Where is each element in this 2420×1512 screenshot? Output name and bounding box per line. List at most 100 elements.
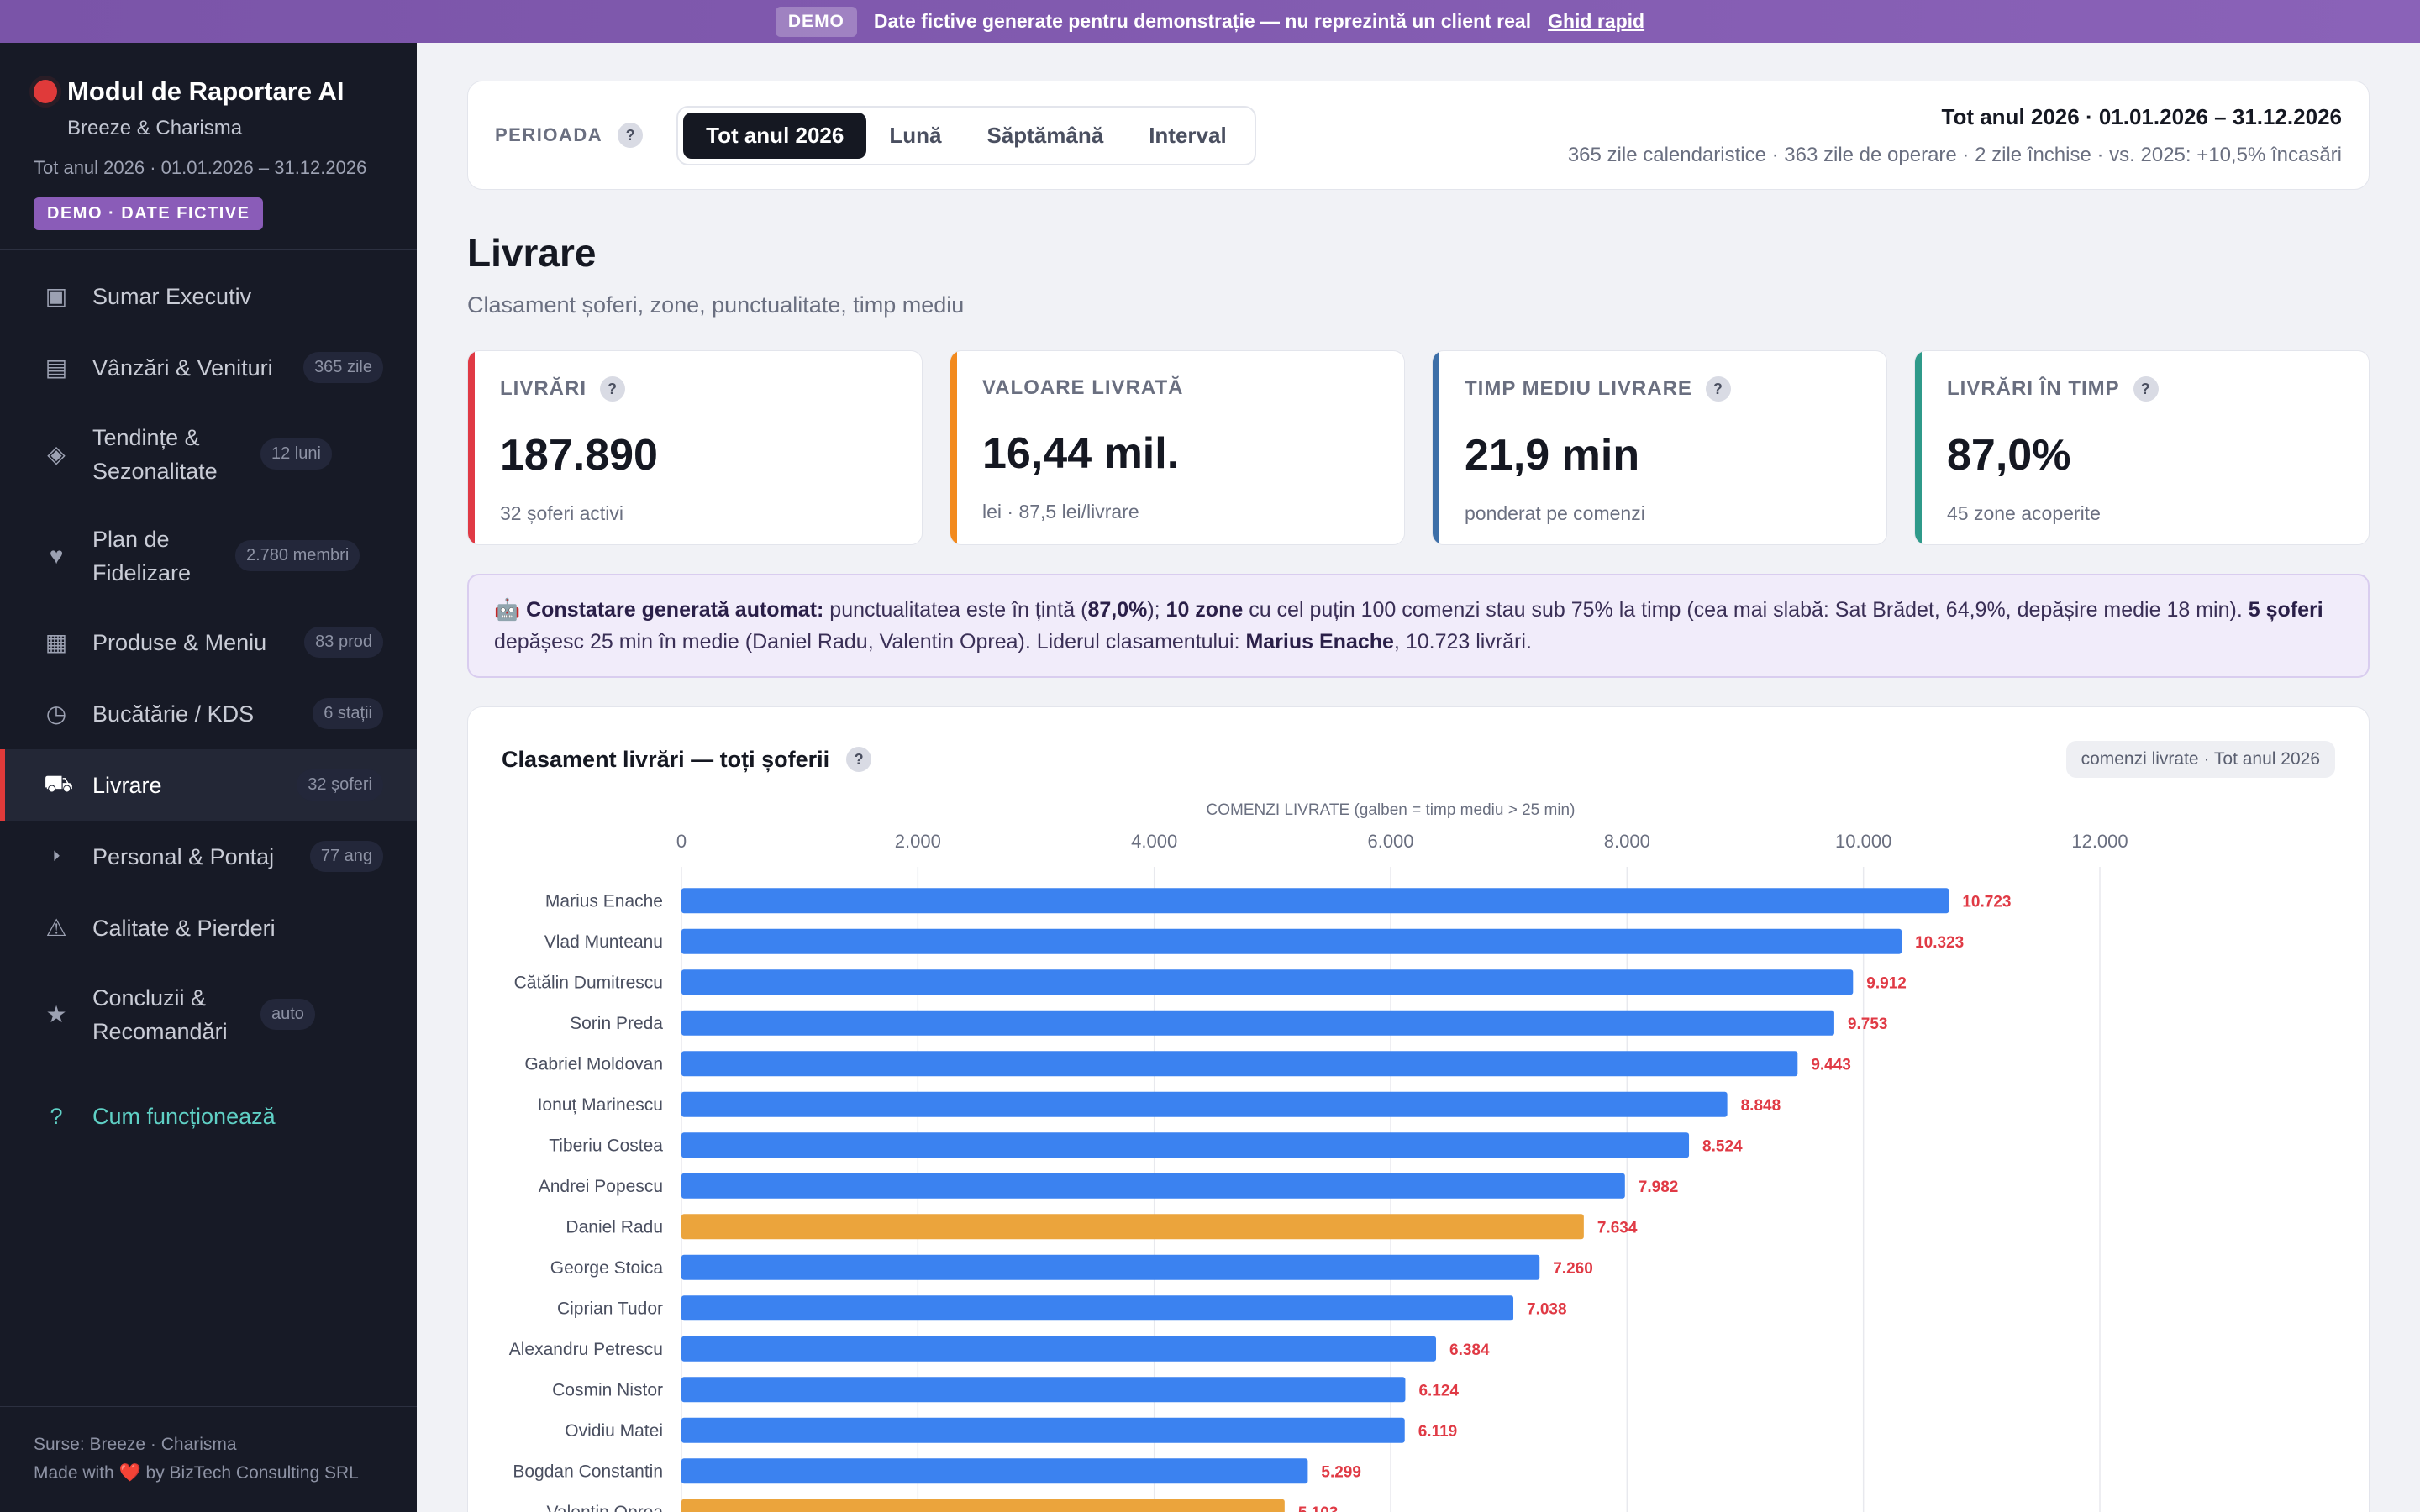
- bar: [681, 1499, 1285, 1512]
- bar-value-label: 6.119: [1418, 1423, 1458, 1441]
- sidebar-item-bucatarie[interactable]: ◷ Bucătărie / KDS 6 stații: [0, 678, 417, 749]
- demo-pill: DEMO: [775, 6, 857, 37]
- sidebar-footer: Surse: Breeze · Charisma Made with ❤️ by…: [0, 1406, 417, 1512]
- kpi-subtext: 32 șoferi activi: [500, 502, 624, 524]
- sidebar-nav: ▣ Sumar Executiv ▤ Vânzări & Venituri 36…: [0, 250, 417, 1150]
- insight-highlight: Marius Enache: [1245, 630, 1394, 654]
- kpi-label: LIVRĂRI ÎN TIMP: [1947, 377, 2120, 400]
- x-tick-label: 4.000: [1131, 831, 1177, 852]
- period-option-interval[interactable]: Interval: [1149, 122, 1227, 148]
- bar-category-label: Ionuț Marinescu: [538, 1095, 663, 1115]
- kpi-label: LIVRĂRI: [500, 377, 587, 400]
- sidebar-period: Tot anul 2026 · 01.01.2026 – 31.12.2026: [34, 157, 367, 178]
- receipt-icon: ▤: [45, 354, 68, 381]
- period-option-year[interactable]: Tot anul 2026: [683, 112, 867, 159]
- bar: [681, 1336, 1437, 1362]
- main-content: PERIOADA ? Tot anul 2026 Lună Săptămână …: [467, 81, 2370, 1512]
- kpi-label: VALOARE LIVRATĂ: [982, 376, 1184, 399]
- sidebar-item-badge: 365 zile: [303, 352, 383, 383]
- bar: [681, 1091, 1728, 1117]
- sidebar-item-label: Bucătărie / KDS: [92, 701, 255, 727]
- kpi-subtext: 45 zone acoperite: [1947, 502, 2101, 524]
- kpi-value: 187.890: [500, 431, 658, 480]
- bar: [681, 969, 1854, 995]
- insight-text: );: [1147, 598, 1166, 622]
- bar: [681, 928, 1902, 954]
- period-option-month[interactable]: Lună: [889, 122, 942, 148]
- sidebar-item-livrare[interactable]: ⛟ Livrare 32 șoferi: [0, 749, 417, 821]
- help-icon[interactable]: ?: [1705, 376, 1731, 402]
- bar-value-label: 5.299: [1321, 1463, 1361, 1481]
- bar-value-label: 9.912: [1866, 974, 1907, 992]
- sidebar-item-fidelizare[interactable]: ♥ Plan de Fidelizare 2.780 membri: [0, 505, 417, 606]
- sidebar-item-personal[interactable]: ⏵ Personal & Pontaj 77 ang: [0, 821, 417, 892]
- bar-category-label: Valentin Oprea: [546, 1503, 663, 1512]
- driver-ranking-bar-chart: COMENZI LIVRATE (galben = timp mediu > 2…: [509, 801, 2128, 1512]
- period-label: PERIOADA: [495, 124, 603, 145]
- bar: [681, 1173, 1625, 1199]
- help-icon[interactable]: ?: [2133, 376, 2159, 402]
- kpi-value: 87,0%: [1947, 431, 2071, 480]
- bar-category-label: Marius Enache: [545, 891, 663, 911]
- insight-highlight: 87,0%: [1087, 598, 1148, 622]
- bar-category-label: Vlad Munteanu: [544, 932, 663, 952]
- bar-value-label: 10.323: [1915, 934, 1964, 952]
- bar-category-label: George Stoica: [550, 1258, 664, 1278]
- period-meta: 365 zile calendaristice · 363 zile de op…: [1567, 143, 2342, 166]
- sidebar-item-label: Calitate & Pierderi: [92, 915, 276, 941]
- bar-category-label: Daniel Radu: [566, 1217, 663, 1236]
- insight-text: punctualitatea este în țintă (: [823, 598, 1088, 622]
- clock-icon: ◷: [45, 701, 67, 727]
- bar-category-label: Gabriel Moldovan: [524, 1054, 663, 1074]
- diamond-icon: ◈: [47, 441, 66, 467]
- app-subtitle: Breeze & Charisma: [67, 117, 243, 139]
- insight-text: , 10.723 livrări.: [1393, 630, 1532, 654]
- sidebar-help-label: Cum funcționează: [92, 1103, 276, 1129]
- bar: [681, 1132, 1690, 1158]
- sidebar-item-concluzii[interactable]: ★ Concluzii & Recomandări auto: [0, 963, 417, 1065]
- sidebar-item-tendinte[interactable]: ◈ Tendințe & Sezonalitate 12 luni: [0, 403, 417, 505]
- demo-banner: DEMO Date fictive generate pentru demons…: [0, 0, 2420, 43]
- x-tick-label: 8.000: [1604, 831, 1650, 852]
- guide-link[interactable]: Ghid rapid: [1548, 10, 1645, 32]
- sidebar-item-produse[interactable]: ▦ Produse & Meniu 83 prod: [0, 606, 417, 678]
- bar-category-label: Alexandru Petrescu: [509, 1340, 663, 1359]
- kpi-row: LIVRĂRI? 187.890 32 șoferi activi VALOAR…: [467, 350, 2370, 545]
- star-icon: ★: [45, 1001, 67, 1027]
- x-tick-label: 12.000: [2071, 831, 2128, 852]
- help-icon[interactable]: ?: [600, 376, 625, 402]
- ai-insight-box: 🤖 Constatare generată automat: punctuali…: [467, 574, 2370, 678]
- period-segmented-control: Tot anul 2026 Lună Săptămână Interval: [676, 105, 1256, 165]
- chart-title: Clasament livrări — toți șoferii: [502, 746, 830, 772]
- x-tick-label: 0: [676, 831, 687, 852]
- bar-value-label: 7.260: [1553, 1260, 1593, 1278]
- bar-value-label: 8.848: [1741, 1097, 1781, 1115]
- sidebar-item-help[interactable]: ? Cum funcționează: [0, 1083, 417, 1150]
- play-icon: ⏵: [52, 848, 60, 864]
- help-icon[interactable]: ?: [846, 747, 872, 772]
- bar: [681, 1254, 1540, 1280]
- sidebar-item-label: Vânzări & Venituri: [92, 354, 273, 381]
- insight-highlight: 5 șoferi: [2248, 598, 2323, 622]
- sidebar-item-label: Plan de Fidelizare: [92, 526, 192, 585]
- kpi-label: TIMP MEDIU LIVRARE: [1465, 377, 1692, 400]
- bar-category-label: Bogdan Constantin: [513, 1462, 663, 1481]
- insight-lead: Constatare generată automat:: [526, 598, 824, 622]
- bar: [681, 1295, 1514, 1321]
- kpi-card-livrari-in-timp: LIVRĂRI ÎN TIMP? 87,0% 45 zone acoperite: [1914, 350, 2370, 545]
- app-title: Modul de Raportare AI: [67, 76, 345, 106]
- bar-category-label: Andrei Popescu: [539, 1177, 663, 1196]
- sidebar-item-label: Produse & Meniu: [92, 629, 267, 655]
- sidebar-item-vanzari[interactable]: ▤ Vânzări & Venituri 365 zile: [0, 332, 417, 403]
- bar-value-label: 7.982: [1639, 1179, 1679, 1196]
- bar: [681, 1010, 1834, 1036]
- help-icon[interactable]: ?: [618, 123, 644, 148]
- sidebar-item-badge: 32 șoferi: [297, 769, 383, 801]
- bar-category-label: Cătălin Dumitrescu: [514, 973, 663, 992]
- period-option-week[interactable]: Săptămână: [986, 122, 1104, 148]
- bar: [681, 1051, 1798, 1077]
- bar-value-label: 8.524: [1702, 1137, 1743, 1155]
- sidebar-item-calitate[interactable]: ⚠ Calitate & Pierderi: [0, 892, 417, 963]
- bar-value-label: 5.103: [1298, 1504, 1339, 1512]
- sidebar-item-sumar-executiv[interactable]: ▣ Sumar Executiv: [0, 260, 417, 332]
